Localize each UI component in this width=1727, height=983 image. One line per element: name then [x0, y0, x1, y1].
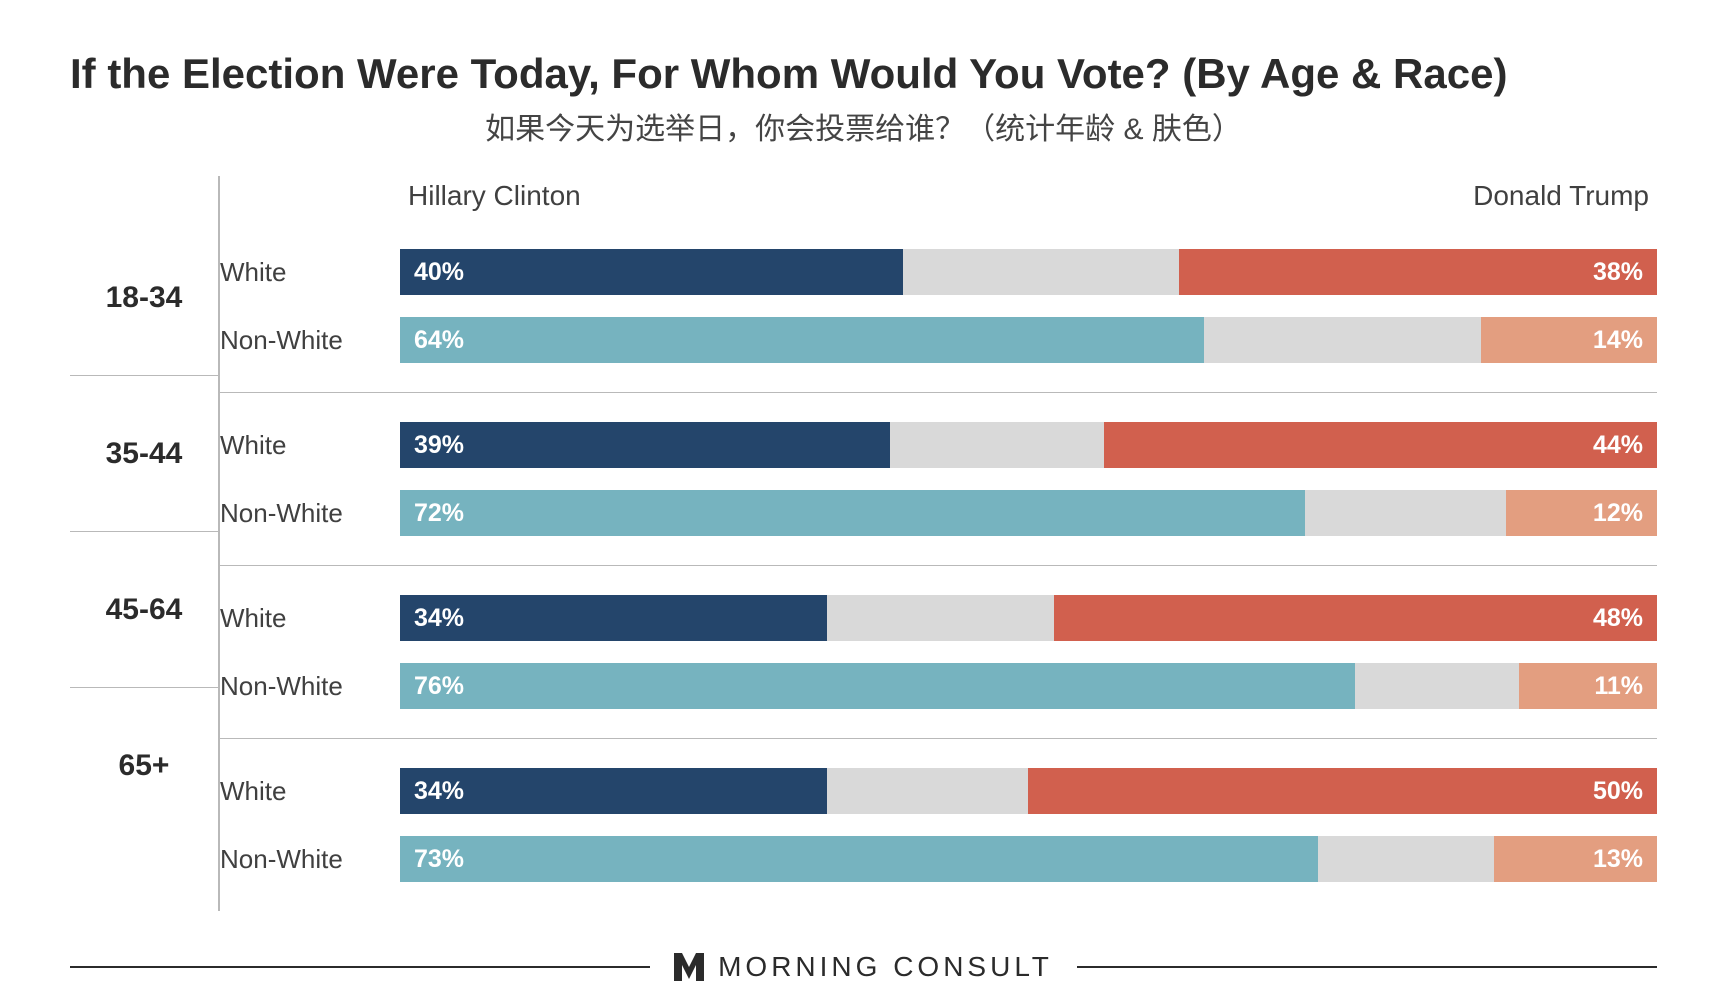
bar-segment-trump: 11% — [1519, 663, 1657, 709]
chart-row: White39% 44% — [220, 411, 1657, 479]
row-label: White — [220, 765, 400, 817]
stacked-bar: 73% 13% — [400, 836, 1657, 882]
stacked-bar: 76% 11% — [400, 663, 1657, 709]
row-label: Non-White — [220, 660, 400, 712]
footer-rule-left — [70, 966, 650, 968]
chart-title: If the Election Were Today, For Whom Wou… — [70, 50, 1657, 98]
chart-subtitle: 如果今天为选举日，你会投票给谁？（统计年龄 & 肤色） — [70, 104, 1657, 148]
legend-row: Hillary Clinton Donald Trump — [400, 176, 1657, 220]
row-label: Non-White — [220, 314, 400, 366]
bar-segment-clinton: 73% — [400, 836, 1318, 882]
chart-row: Non-White73% 13% — [220, 825, 1657, 893]
row-label: White — [220, 592, 400, 644]
bar-segment-clinton: 76% — [400, 663, 1355, 709]
bar-segment-clinton: 34% — [400, 595, 827, 641]
age-group: White40% 38% Non-White64% 14% — [220, 220, 1657, 393]
bar-segment-undecided — [827, 595, 1053, 641]
stacked-bar: 72% 12% — [400, 490, 1657, 536]
bar-segment-undecided — [827, 768, 1028, 814]
bar-segment-trump: 38% — [1179, 249, 1657, 295]
stacked-bar: 39% 44% — [400, 422, 1657, 468]
row-label: White — [220, 246, 400, 298]
bar-segment-undecided — [1305, 490, 1506, 536]
chart-row: White34% 48% — [220, 584, 1657, 652]
chart: 18-3435-4445-6465+ Hillary Clinton Donal… — [70, 176, 1657, 911]
bar-segment-trump: 13% — [1494, 836, 1657, 882]
bar-segment-undecided — [1204, 317, 1481, 363]
stacked-bar: 64% 14% — [400, 317, 1657, 363]
bar-segment-trump: 14% — [1481, 317, 1657, 363]
age-group-label: 65+ — [70, 688, 218, 844]
age-group: White39% 44% Non-White72% 12% — [220, 393, 1657, 566]
chart-row: Non-White76% 11% — [220, 652, 1657, 720]
bar-segment-clinton: 40% — [400, 249, 903, 295]
bar-segment-undecided — [1355, 663, 1518, 709]
row-label: Non-White — [220, 487, 400, 539]
age-group-label: 35-44 — [70, 376, 218, 532]
age-group-label: 45-64 — [70, 532, 218, 688]
stacked-bar: 34% 50% — [400, 768, 1657, 814]
bar-segment-trump: 48% — [1054, 595, 1657, 641]
chart-row: White34% 50% — [220, 757, 1657, 825]
stacked-bar: 40% 38% — [400, 249, 1657, 295]
footer: MORNING CONSULT — [70, 951, 1657, 983]
chart-row: White40% 38% — [220, 238, 1657, 306]
legend-right: Donald Trump — [1029, 180, 1650, 212]
bar-segment-undecided — [890, 422, 1104, 468]
bar-segment-clinton: 39% — [400, 422, 890, 468]
bar-segment-trump: 44% — [1104, 422, 1657, 468]
bar-segment-clinton: 34% — [400, 768, 827, 814]
row-label: Non-White — [220, 833, 400, 885]
age-group: White34% 50% Non-White73% 13% — [220, 739, 1657, 911]
bar-segment-clinton: 64% — [400, 317, 1204, 363]
chart-row: Non-White72% 12% — [220, 479, 1657, 547]
bar-segment-trump: 50% — [1028, 768, 1657, 814]
bar-segment-trump: 12% — [1506, 490, 1657, 536]
bar-segment-undecided — [903, 249, 1180, 295]
chart-row: Non-White64% 14% — [220, 306, 1657, 374]
stacked-bar: 34% 48% — [400, 595, 1657, 641]
age-group-label: 18-34 — [70, 220, 218, 376]
footer-rule-right — [1077, 966, 1657, 968]
brand-text: MORNING CONSULT — [718, 951, 1053, 983]
bar-segment-undecided — [1318, 836, 1494, 882]
age-group: White34% 48% Non-White76% 11% — [220, 566, 1657, 739]
brand: MORNING CONSULT — [674, 951, 1053, 983]
row-label: White — [220, 419, 400, 471]
brand-logo-icon — [674, 953, 704, 981]
legend-left: Hillary Clinton — [408, 180, 1029, 212]
bar-segment-clinton: 72% — [400, 490, 1305, 536]
